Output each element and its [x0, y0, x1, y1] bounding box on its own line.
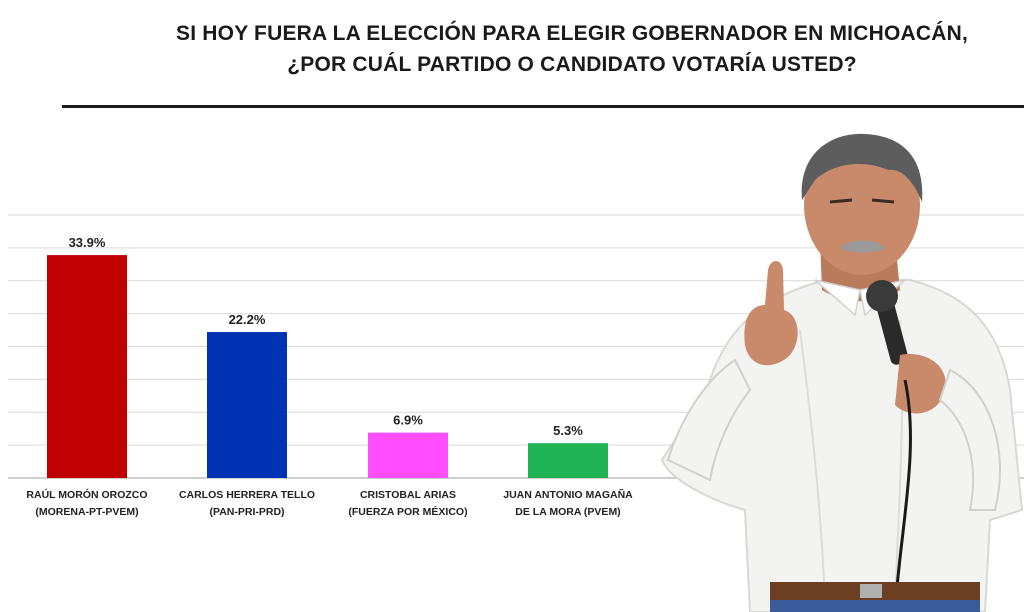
data-label-1: 22.2% [229, 312, 266, 327]
moustache [840, 240, 885, 253]
chart-title-line-1: SI HOY FUERA LA ELECCIÓN PARA ELEGIR GOB… [176, 22, 968, 45]
category-label-0: RAÚL MORÓN OROZCO (MORENA-PT-PVEM) [2, 487, 172, 521]
category-label-line-1: CRISTOBAL ARIAS [359, 489, 457, 501]
chart-title-line-2: ¿POR CUÁL PARTIDO O CANDIDATO VOTARÍA US… [287, 53, 857, 76]
chart-title: SI HOY FUERA LA ELECCIÓN PARA ELEGIR GOB… [60, 18, 1024, 80]
raised-hand [744, 261, 798, 366]
hair [801, 133, 923, 202]
data-label-2: 6.9% [393, 413, 423, 428]
category-label-line-1: RAÚL MORÓN OROZCO [26, 489, 148, 501]
bar-2 [368, 432, 448, 478]
bar-3 [528, 443, 608, 478]
category-label-2: CRISTOBAL ARIAS (FUERZA POR MÉXICO) [323, 487, 493, 521]
category-label-line-2: (MORENA-PT-PVEM) [35, 506, 139, 518]
category-label-line-2: DE LA MORA (PVEM) [515, 506, 621, 518]
category-label-1: CARLOS HERRERA TELLO (PAN-PRI-PRD) [162, 487, 332, 521]
category-label-3: JUAN ANTONIO MAGAÑA DE LA MORA (PVEM) [483, 487, 653, 521]
category-label-line-1: JUAN ANTONIO MAGAÑA [503, 489, 633, 501]
category-label-line-2: (FUERZA POR MÉXICO) [348, 506, 468, 518]
data-label-3: 5.3% [553, 423, 583, 438]
politician-photo-icon [660, 133, 1024, 612]
title-underline [62, 105, 1024, 108]
data-label-0: 33.9% [69, 235, 106, 250]
category-label-line-1: CARLOS HERRERA TELLO [178, 489, 316, 501]
bar-1 [207, 332, 287, 478]
category-label-line-2: (PAN-PRI-PRD) [209, 506, 285, 518]
bar-0 [47, 255, 127, 478]
head [804, 135, 920, 275]
